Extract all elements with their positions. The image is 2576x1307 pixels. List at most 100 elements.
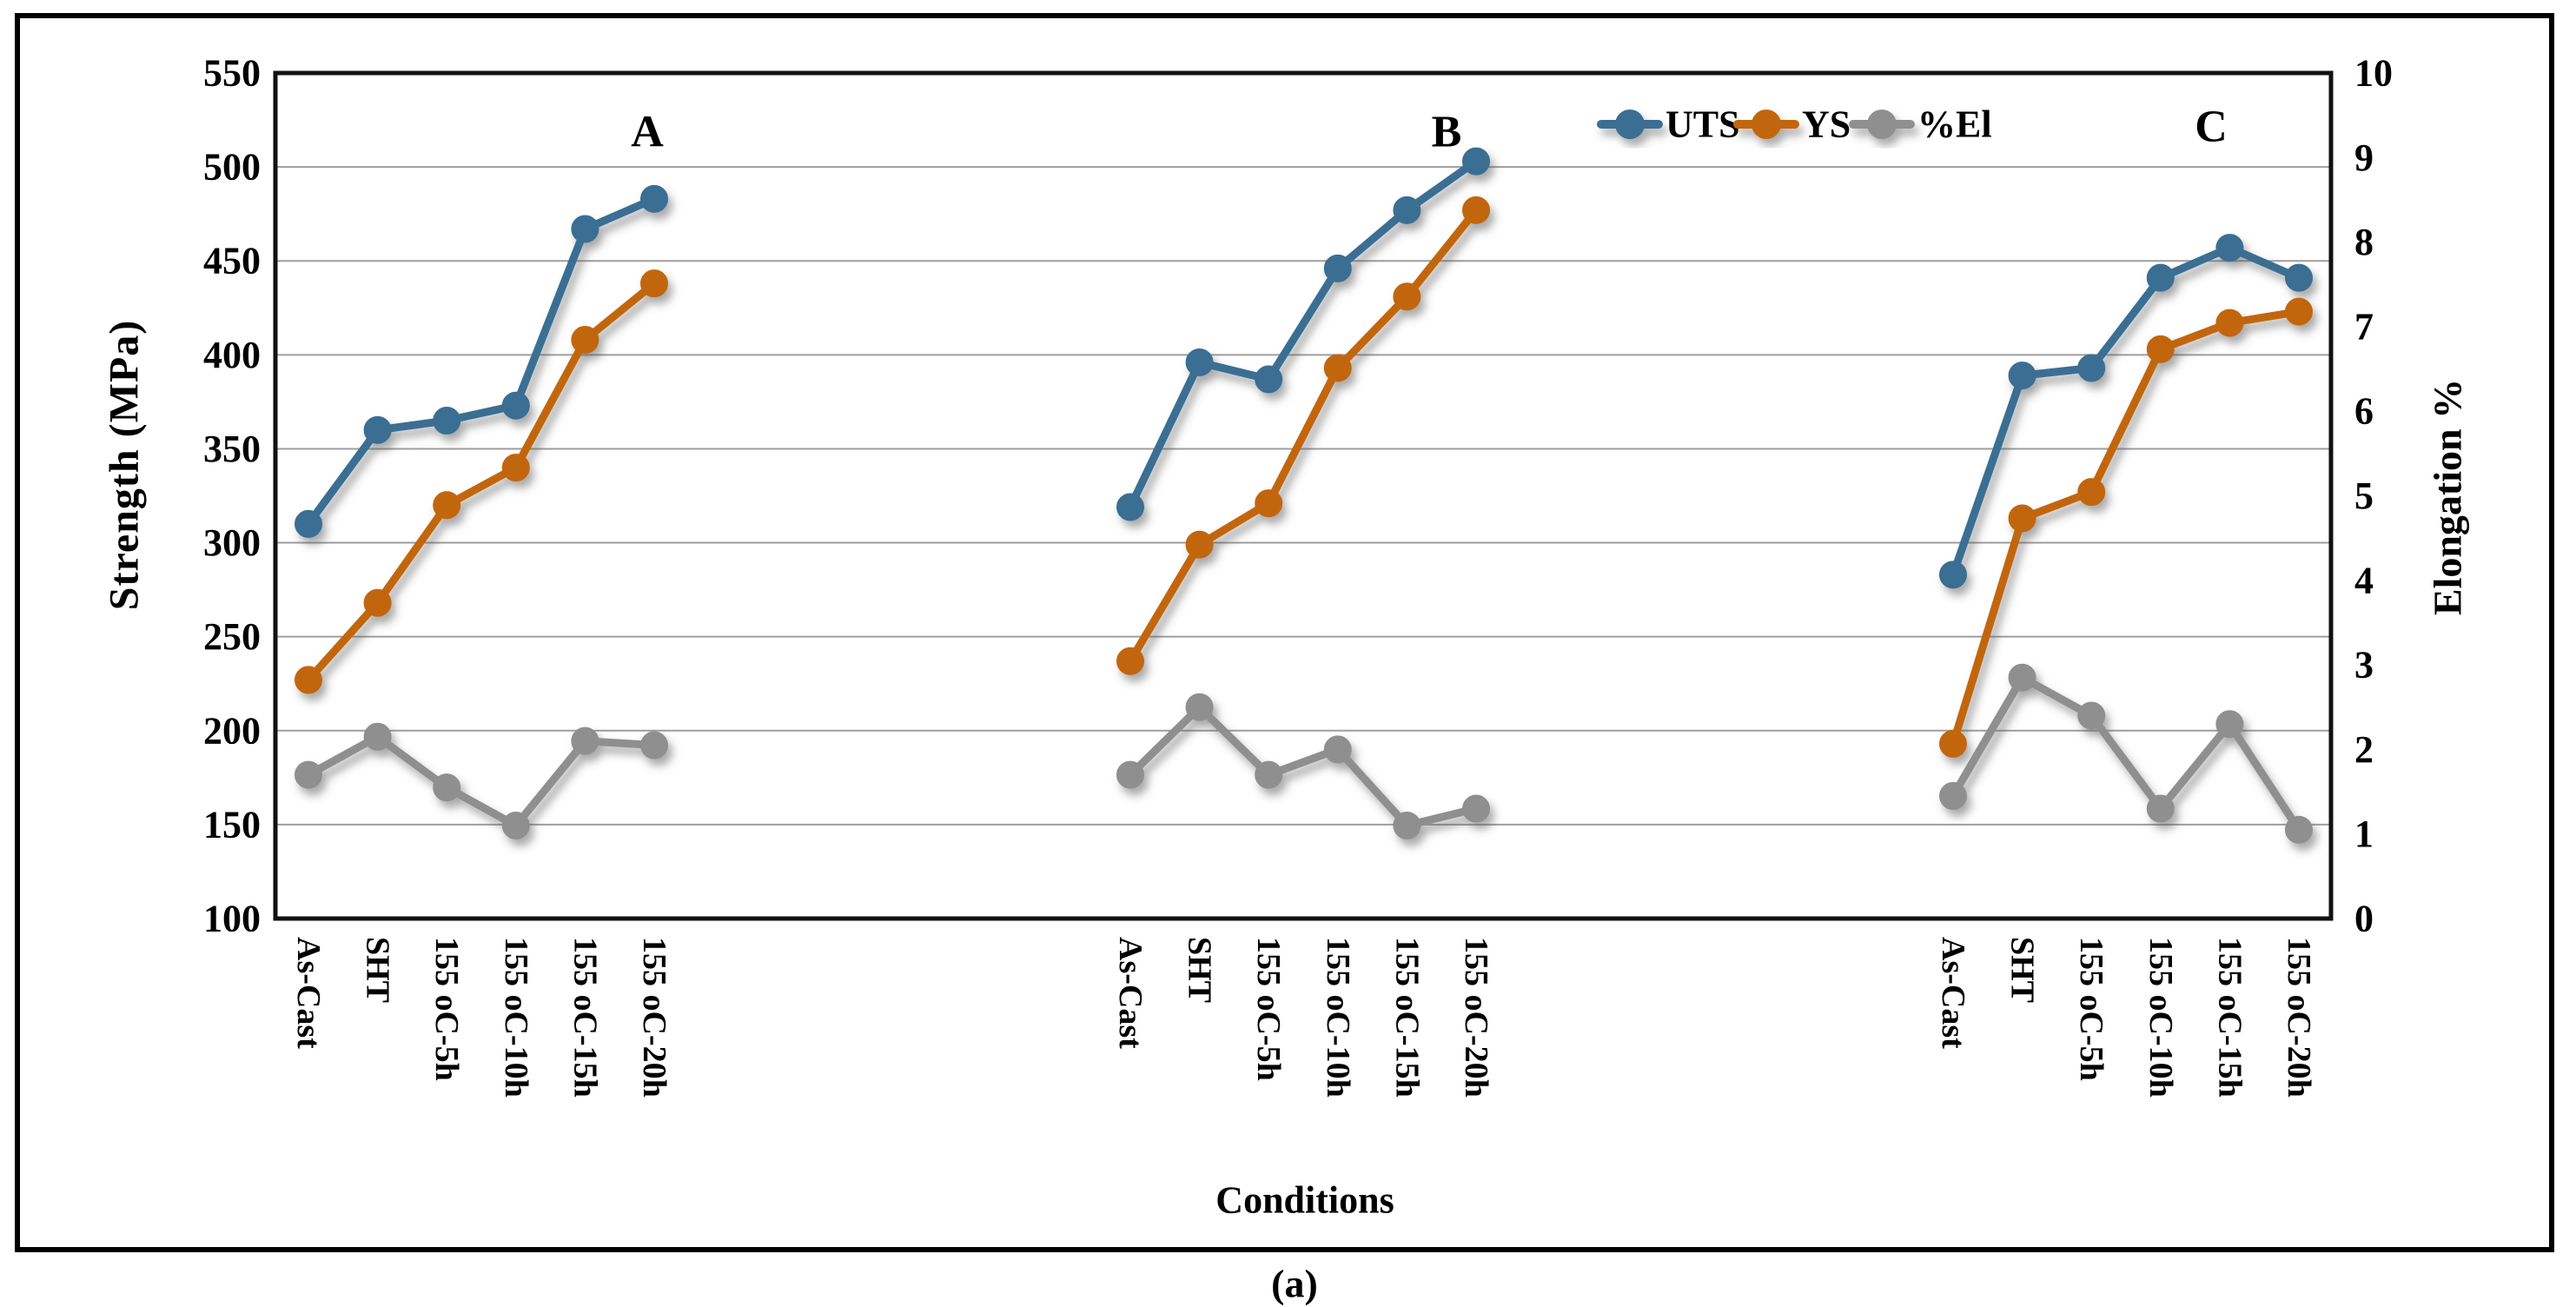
data-point bbox=[2008, 663, 2036, 692]
legend-label-YS: YS bbox=[1802, 103, 1851, 146]
data-point bbox=[1116, 493, 1144, 521]
data-point bbox=[1185, 693, 1214, 721]
left-axis-tick-label: 200 bbox=[203, 709, 261, 752]
data-point bbox=[1393, 282, 1421, 311]
panel-label-C: C bbox=[2195, 103, 2228, 152]
series-UTS-B bbox=[1116, 147, 1490, 521]
data-point bbox=[295, 666, 322, 694]
x-category-label: As-Cast bbox=[1112, 937, 1149, 1049]
data-point bbox=[501, 811, 530, 839]
right-axis-title: Elongation % bbox=[2425, 378, 2470, 616]
right-axis-tick-label: 6 bbox=[2354, 390, 2374, 433]
figure-caption: (a) bbox=[1271, 1261, 1318, 1306]
series-%El-C bbox=[1939, 663, 2313, 844]
x-category-label: 155 oC-20h bbox=[636, 937, 672, 1098]
series-line bbox=[304, 195, 659, 528]
data-point bbox=[1323, 254, 1352, 282]
data-point bbox=[1462, 196, 1490, 224]
left-axis-tick-label: 450 bbox=[203, 240, 261, 282]
right-axis-tick-label: 1 bbox=[2354, 813, 2374, 855]
series-line bbox=[1126, 703, 1480, 830]
data-point bbox=[1462, 147, 1490, 176]
data-point bbox=[2008, 504, 2036, 533]
left-axis-tick-label: 250 bbox=[203, 615, 261, 658]
x-category-label: 155 oC-15h bbox=[566, 937, 603, 1098]
x-category-label: SHT bbox=[2004, 937, 2041, 1003]
legend-marker-%El bbox=[1849, 109, 1915, 139]
data-point bbox=[640, 731, 668, 760]
data-point bbox=[2146, 335, 2175, 363]
data-point bbox=[2077, 354, 2106, 382]
plot-frame bbox=[273, 70, 2334, 921]
series-%El-A bbox=[295, 722, 668, 839]
x-category-label: 155 oC-5h bbox=[2073, 937, 2109, 1081]
left-axis-tick-label: 400 bbox=[203, 334, 261, 376]
data-point bbox=[1255, 760, 1283, 789]
series-%El-B bbox=[1116, 693, 1490, 839]
x-category-label: 155 oC-20h bbox=[2281, 937, 2317, 1098]
panel-label-B: B bbox=[1432, 108, 1462, 157]
right-axis-tick-label: 4 bbox=[2354, 559, 2374, 601]
x-category-label: 155 oC-5h bbox=[428, 937, 465, 1081]
left-axis-tick-label: 300 bbox=[203, 521, 261, 564]
data-point bbox=[1185, 348, 1214, 376]
left-axis-tick-label: 100 bbox=[203, 898, 261, 940]
series-line bbox=[304, 279, 659, 684]
data-point bbox=[640, 269, 668, 298]
data-point bbox=[2285, 815, 2313, 844]
series-YS-C bbox=[1939, 297, 2313, 758]
right-axis-tick-label: 9 bbox=[2354, 136, 2374, 179]
x-category-label: As-Cast bbox=[290, 937, 327, 1049]
series-line bbox=[1949, 308, 2303, 748]
x-category-label: As-Cast bbox=[1935, 937, 1971, 1049]
data-point bbox=[2077, 701, 2106, 730]
x-category-label: 155 oC-20h bbox=[1458, 937, 1494, 1098]
x-category-label: 155 oC-5h bbox=[1250, 937, 1287, 1081]
legend-dot bbox=[1752, 109, 1781, 139]
series-UTS-A bbox=[295, 184, 668, 538]
data-point bbox=[2146, 794, 2175, 823]
x-category-label: SHT bbox=[1182, 937, 1218, 1003]
data-point bbox=[501, 454, 530, 482]
left-axis-tick-label: 550 bbox=[203, 52, 261, 95]
data-point bbox=[1116, 647, 1144, 675]
data-point bbox=[1116, 760, 1144, 789]
data-point bbox=[2285, 263, 2313, 292]
data-point bbox=[433, 773, 461, 802]
data-point bbox=[1393, 196, 1421, 224]
legend-label-%El: %El bbox=[1917, 103, 1992, 146]
data-point bbox=[640, 184, 668, 213]
data-point bbox=[2008, 362, 2036, 390]
series-line bbox=[1949, 243, 2303, 579]
data-point bbox=[2285, 297, 2313, 326]
data-point bbox=[433, 407, 461, 435]
data-point bbox=[1939, 781, 1967, 810]
series-YS-A bbox=[295, 269, 668, 694]
x-category-label: SHT bbox=[360, 937, 396, 1003]
panel-label-A: A bbox=[631, 108, 664, 157]
data-point bbox=[1323, 735, 1352, 764]
data-point bbox=[2215, 234, 2244, 262]
series-line bbox=[1126, 206, 1480, 666]
right-axis-tick-label: 3 bbox=[2354, 644, 2374, 687]
legend-dot bbox=[1615, 109, 1645, 139]
right-axis-tick-label: 5 bbox=[2354, 474, 2374, 517]
data-point bbox=[571, 326, 599, 355]
left-axis-tick-label: 500 bbox=[203, 146, 261, 189]
data-point bbox=[501, 391, 530, 420]
data-point bbox=[2215, 710, 2244, 739]
x-category-label: 155 oC-15h bbox=[1388, 937, 1425, 1098]
left-axis-tick-label: 350 bbox=[203, 428, 261, 470]
data-point bbox=[1939, 729, 1967, 758]
right-axis-tick-label: 7 bbox=[2354, 305, 2374, 348]
data-point bbox=[363, 415, 392, 444]
data-point bbox=[1255, 489, 1283, 518]
data-point bbox=[295, 509, 322, 538]
data-point bbox=[363, 588, 392, 617]
right-axis-tick-label: 0 bbox=[2354, 898, 2374, 940]
x-category-label: 155 oC-15h bbox=[2211, 937, 2248, 1098]
data-point bbox=[1255, 365, 1283, 394]
data-point bbox=[1462, 794, 1490, 823]
